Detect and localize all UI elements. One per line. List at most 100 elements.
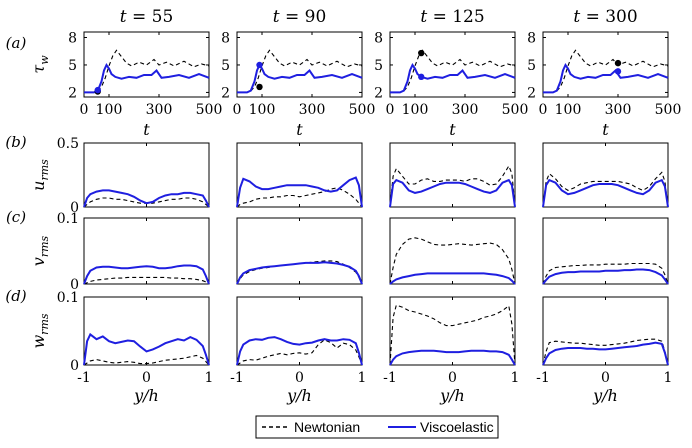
viscoelastic-line: [389, 178, 516, 208]
x-axis-label: y/h: [286, 386, 312, 405]
x-axis-label: t: [296, 120, 303, 139]
axes-frame: [542, 296, 669, 366]
x-tick-label: 0: [295, 370, 304, 386]
panel-c-90: [236, 217, 363, 285]
row-tag: (b): [5, 133, 26, 151]
viscoelastic-line: [542, 178, 669, 208]
column-title: t = 55: [120, 7, 174, 27]
viscoelastic-line: [236, 176, 363, 208]
x-tick-label: 500: [196, 102, 223, 118]
y-tick-label: 8: [374, 30, 383, 46]
viscoelastic-marker: [614, 68, 622, 75]
newtonian-line: [236, 339, 363, 366]
x-tick-label: 0: [448, 370, 457, 386]
viscoelastic-line: [542, 341, 669, 366]
axes-frame: [236, 142, 363, 208]
newtonian-marker: [256, 83, 263, 91]
row-tag: (d): [5, 287, 26, 305]
newtonian-line: [543, 49, 669, 93]
newtonian-line: [389, 304, 516, 366]
x-tick-label: 1: [358, 370, 367, 386]
viscoelastic-line: [543, 62, 669, 94]
panel-d-300: -1 0 1 y/h: [536, 296, 673, 405]
x-axis-label: t: [602, 120, 609, 139]
column-title: t = 90: [273, 7, 327, 27]
axis-labels: (a)τw (b)urms(c)vrms (d)wrms: [5, 34, 51, 349]
y-axis-label: urms: [29, 159, 51, 191]
x-tick-label: 0: [539, 102, 548, 118]
x-tick-label: 300: [146, 102, 173, 118]
column-title: t = 300: [573, 7, 637, 27]
x-axis-label: t: [143, 120, 150, 139]
panel-a-55: 0 100 300 500 2 5 8 t: [68, 30, 222, 139]
axes-frame: [83, 142, 210, 208]
x-tick-label: -1: [77, 370, 91, 386]
newtonian-line: [542, 171, 669, 208]
panel-c-125: [389, 217, 516, 285]
newtonian-line: [237, 49, 363, 93]
y-axis-label-text: wrms: [29, 313, 51, 348]
x-tick-label: 1: [664, 370, 673, 386]
row-tag: (a): [6, 34, 27, 52]
newtonian-line: [542, 338, 669, 366]
viscoelastic-line: [236, 336, 363, 366]
x-tick-label: 0: [80, 102, 89, 118]
x-tick-label: -1: [383, 370, 397, 386]
x-tick-label: 500: [349, 102, 376, 118]
panel-b-90: [236, 142, 363, 208]
viscoelastic-line: [390, 62, 516, 94]
panel-a-300: 0 100 300 500 2 5 8 t: [527, 30, 681, 139]
y-tick-label: 8: [221, 30, 230, 46]
x-tick-label: 300: [452, 102, 479, 118]
panel-b-55: 00.5: [57, 136, 210, 216]
viscoelastic-line: [389, 349, 516, 366]
x-tick-label: 100: [96, 102, 123, 118]
x-tick-label: 0: [142, 370, 151, 386]
x-tick-label: 100: [555, 102, 582, 118]
axes-frame: [389, 296, 516, 366]
y-tick-label: 2: [221, 85, 230, 101]
newtonian-line: [389, 164, 516, 208]
newtonian-marker: [614, 59, 622, 67]
y-tick-label: 8: [527, 30, 536, 46]
y-tick-label: 0.1: [57, 211, 79, 227]
axes-frame: [83, 217, 210, 285]
axes-frame: [542, 142, 669, 208]
x-axis-label: y/h: [133, 386, 159, 405]
y-tick-label: 5: [221, 58, 230, 74]
viscoelastic-line: [237, 62, 363, 94]
x-axis-label: y/h: [439, 386, 465, 405]
newtonian-line: [83, 276, 210, 285]
panel-b-300: [542, 142, 669, 208]
x-tick-label: 1: [205, 370, 214, 386]
y-tick-label: 5: [68, 58, 77, 74]
viscoelastic-marker: [418, 73, 425, 81]
legend-box: [255, 415, 499, 439]
x-tick-label: 100: [249, 102, 276, 118]
newtonian-line: [236, 187, 363, 208]
y-axis-label-text: urms: [29, 159, 51, 191]
y-axis-label-text: τw: [29, 55, 51, 74]
axes-frame: [236, 296, 363, 366]
x-tick-label: 300: [299, 102, 326, 118]
y-tick-label: 0.5: [57, 136, 79, 152]
x-tick-label: 300: [605, 102, 632, 118]
x-tick-label: -1: [536, 370, 550, 386]
viscoelastic-line: [83, 189, 210, 208]
panel-b-125: [389, 142, 516, 208]
viscoelastic-line: [83, 332, 210, 366]
viscoelastic-line: [389, 272, 516, 285]
y-tick-label: 0: [70, 358, 79, 374]
column-titles: t = 55 t = 90 t = 125 t = 300: [120, 7, 638, 27]
panel-a-125: 0 100 300 500 2 5 8 t: [374, 30, 528, 139]
y-tick-label: 2: [68, 85, 77, 101]
axes-frame: [236, 217, 363, 285]
y-axis-label: τw: [29, 55, 51, 74]
y-axis-label: wrms: [29, 313, 51, 348]
panel-d-125: -1 0 1 y/h: [383, 296, 519, 405]
panel-a-90: 0 100 300 500 2 5 8 t: [221, 30, 375, 139]
axes-frame: [389, 142, 516, 208]
newtonian-marker: [418, 49, 425, 57]
